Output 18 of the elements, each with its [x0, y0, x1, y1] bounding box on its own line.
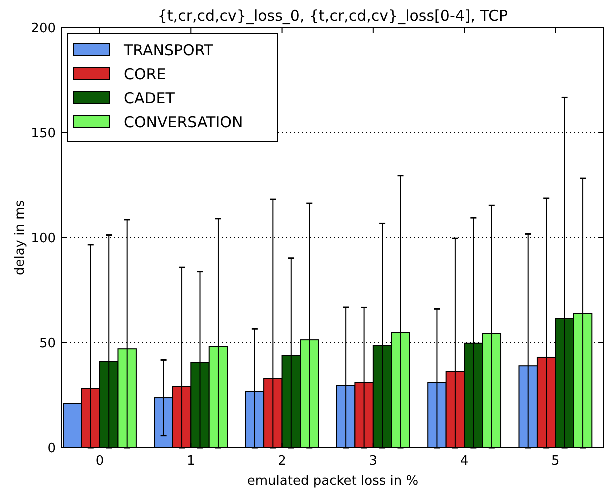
legend-label: CADET: [124, 89, 176, 108]
chart-title: {t,cr,cd,cv}_loss_0, {t,cr,cd,cv}_loss[0-4], TCP: [158, 7, 508, 25]
x-tick-label: 5: [552, 454, 560, 469]
y-tick-label: 200: [31, 22, 56, 37]
x-tick-label: 0: [96, 454, 104, 469]
x-tick-label: 3: [369, 454, 378, 469]
x-tick-label: 1: [187, 454, 196, 469]
x-tick-label: 4: [460, 454, 469, 469]
y-tick-label: 50: [39, 336, 56, 352]
y-axis-title: delay in ms: [13, 200, 28, 276]
x-axis-title: emulated packet loss in %: [247, 474, 419, 489]
x-tick-label: 2: [278, 454, 286, 469]
y-tick-label: 100: [31, 232, 56, 247]
y-tick-label: 0: [48, 442, 56, 457]
legend-label: CORE: [124, 65, 166, 84]
legend-label: CONVERSATION: [124, 113, 244, 132]
y-tick-label: 150: [31, 126, 56, 142]
legend-label: TRANSPORT: [123, 41, 214, 60]
